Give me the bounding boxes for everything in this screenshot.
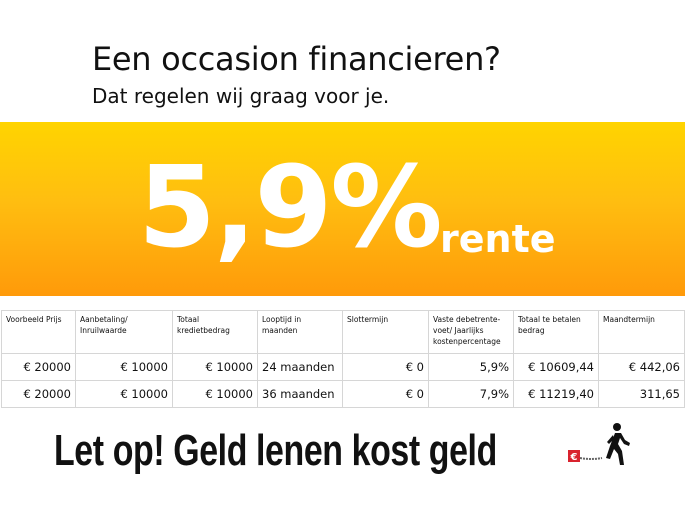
header-cell: Slottermijn	[342, 310, 429, 354]
table-cell: 7,9%	[428, 380, 514, 408]
table-cell: 5,9%	[428, 353, 514, 381]
table-cell: € 10000	[172, 353, 258, 381]
table-cell: € 20000	[1, 353, 76, 381]
header-cell: Vaste debetrente-voet/ Jaarlijks kostenp…	[428, 310, 514, 354]
header-cell: Looptijd in maanden	[257, 310, 343, 354]
finance-example-table: Voorbeeld Prijs Aanbetaling/ Inruilwaard…	[1, 310, 685, 408]
page-title: Een occasion financieren?	[92, 40, 501, 78]
rate-banner	[0, 122, 685, 296]
table-cell: € 10609,44	[513, 353, 599, 381]
table-cell: € 442,06	[598, 353, 685, 381]
table-cell: € 10000	[75, 353, 173, 381]
rate-label: rente	[440, 217, 556, 261]
table-cell: 36 maanden	[257, 380, 343, 408]
table-cell: € 0	[342, 353, 429, 381]
table-cell: 311,65	[598, 380, 685, 408]
rate-value: 5,9%	[138, 143, 443, 273]
header-cell: Aanbetaling/ Inruilwaarde	[75, 310, 173, 354]
table-header-row: Voorbeeld Prijs Aanbetaling/ Inruilwaard…	[1, 310, 685, 354]
header-cell: Voorbeeld Prijs	[1, 310, 76, 354]
header-cell: Totaal kredietbedrag	[172, 310, 258, 354]
page-subtitle: Dat regelen wij graag voor je.	[92, 84, 390, 108]
credit-warning: Let op! Geld lenen kost geld	[54, 426, 497, 475]
table-cell: € 20000	[1, 380, 76, 408]
table-row: € 20000 € 10000 € 10000 36 maanden € 0 7…	[1, 380, 685, 408]
table-row: € 20000 € 10000 € 10000 24 maanden € 0 5…	[1, 353, 685, 381]
svg-text:€: €	[570, 452, 578, 463]
walking-man-with-euro-ball-and-chain-icon: €	[568, 423, 630, 465]
table-cell: € 10000	[75, 380, 173, 408]
table-cell: € 11219,40	[513, 380, 599, 408]
header-cell: Maandtermijn	[598, 310, 685, 354]
table-cell: € 10000	[172, 380, 258, 408]
header-cell: Totaal te betalen bedrag	[513, 310, 599, 354]
table-cell: € 0	[342, 380, 429, 408]
table-cell: 24 maanden	[257, 353, 343, 381]
